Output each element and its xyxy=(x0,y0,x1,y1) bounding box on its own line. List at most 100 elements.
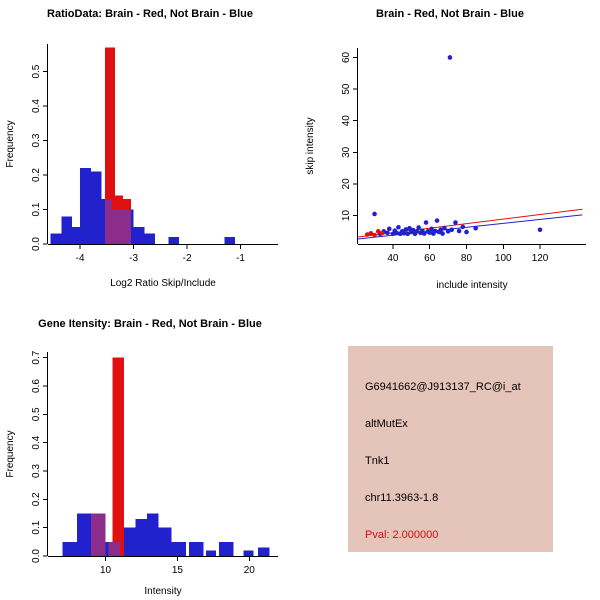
scatter-point xyxy=(456,228,462,234)
y-tick-label: 50 xyxy=(341,83,352,95)
y-tick-label: 0.0 xyxy=(31,237,42,251)
y-axis-label: Frequency xyxy=(5,430,16,477)
scatter-point xyxy=(440,231,445,236)
x-axis-label: include intensity xyxy=(436,280,507,291)
scatter-point xyxy=(537,227,543,233)
hist-bar-blue xyxy=(171,541,186,556)
hist-bar-red xyxy=(112,357,125,556)
y-tick-label: 0.3 xyxy=(31,133,42,147)
regression-line xyxy=(357,214,583,240)
scatter-point xyxy=(405,231,410,237)
scatter-point xyxy=(385,230,390,236)
gene-name-text: Tnk1 xyxy=(365,455,390,467)
panel-gene-info: G6941662@J913137_RC@i_at altMutEx Tnk1 c… xyxy=(300,312,600,600)
scatter-point xyxy=(375,229,381,234)
ratio-histogram-chart: -4 -3 -2 -1 0.0 0.1 0.2 0.3 0.4 0.5 Log2 Ratio Ski… xyxy=(5,44,278,289)
scatter-point xyxy=(372,232,377,238)
hist-bar-blue xyxy=(50,233,62,244)
hist-bar-overlap xyxy=(112,209,115,244)
hist-bar-red xyxy=(105,47,115,245)
y-tick-label: 30 xyxy=(341,146,352,158)
gene-intensity-histogram-chart: 10 15 20 0.0 0.1 0.2 0.3 0.4 0.5 0.6 0.7 Intensity F… xyxy=(5,350,278,597)
scatter-point xyxy=(429,226,434,232)
scatter-point xyxy=(396,224,401,230)
y-tick-label: 40 xyxy=(341,115,352,127)
y-tick-label: 0.0 xyxy=(31,549,42,563)
hist-bar-blue xyxy=(188,541,204,556)
panel-gene-intensity-histogram: Gene Itensity: Brain - Red, Not Brain - … xyxy=(0,312,300,600)
scatter-point xyxy=(453,220,458,225)
y-axis-label: Frequency xyxy=(5,120,16,167)
hist-bar-blue xyxy=(135,519,148,556)
hist-bar-overlap xyxy=(122,209,131,244)
scatter-point xyxy=(410,227,416,233)
x-tick-label: -3 xyxy=(129,253,138,264)
hist-bar-blue xyxy=(144,233,155,244)
x-axis-label: Log2 Ratio Skip/Include xyxy=(110,278,216,289)
hist-bar-overlap xyxy=(91,513,106,556)
hist-bar-blue xyxy=(219,541,234,556)
y-tick-label: 0.6 xyxy=(31,379,42,393)
x-axis-label: Intensity xyxy=(144,586,181,597)
hist-bar-blue xyxy=(76,513,92,556)
scatter-point xyxy=(416,225,421,230)
scatter-point xyxy=(414,229,420,234)
hist-bar-blue xyxy=(62,541,77,556)
scatter-point xyxy=(438,227,444,233)
scatter-point xyxy=(368,230,374,236)
x-tick-label: 15 xyxy=(172,565,184,576)
y-tick-label: 0.1 xyxy=(31,202,42,216)
scatter-point xyxy=(432,228,438,234)
scatter-point xyxy=(434,218,440,223)
scatter-point xyxy=(421,231,427,236)
x-tick-label: 10 xyxy=(100,565,112,576)
hist-bar-blue xyxy=(224,237,236,244)
x-tick-label: -4 xyxy=(76,253,85,264)
hist-bar-blue xyxy=(61,216,73,244)
scatter-point xyxy=(473,225,478,231)
pval-text: Pval: 2.000000 xyxy=(365,529,439,541)
y-tick-label: 0.1 xyxy=(31,520,42,534)
scatter-point xyxy=(427,230,433,235)
scatter-point xyxy=(394,230,399,236)
y-tick-label: 10 xyxy=(341,210,352,222)
scatter-point xyxy=(403,227,409,232)
x-tick-label: 20 xyxy=(244,565,256,576)
x-tick-label: 100 xyxy=(495,253,512,264)
intensity-scatter-chart: 40 60 80 100 120 10 20 30 40 50 60 include intensit… xyxy=(305,48,586,291)
x-tick-label: 80 xyxy=(461,253,473,264)
scatter-point xyxy=(423,220,429,225)
hist-bar-blue xyxy=(243,550,254,556)
hist-bar-overlap xyxy=(105,199,113,244)
scatter-point xyxy=(442,225,447,231)
intensity-scatter-title: Brain - Red, Not Brain - Blue xyxy=(376,8,524,20)
hist-bar-blue xyxy=(90,171,102,244)
panel-intensity-scatter: Brain - Red, Not Brain - Blue 40 60 80 100 1… xyxy=(300,0,600,312)
scatter-point xyxy=(449,227,455,233)
y-tick-label: 0.5 xyxy=(31,407,42,421)
scatter-point xyxy=(364,232,370,237)
y-tick-label: 0.4 xyxy=(31,435,42,449)
ratio-histogram-title: RatioData: Brain - Red, Not Brain - Blue xyxy=(47,8,253,20)
x-tick-label: -1 xyxy=(236,253,245,264)
y-tick-label: 20 xyxy=(341,178,352,190)
hist-bar-blue xyxy=(80,168,91,244)
y-tick-label: 0.3 xyxy=(31,464,42,478)
hist-bar-blue xyxy=(133,226,145,244)
probe-id-text: G6941662@J913137_RC@i_at xyxy=(365,381,521,393)
x-tick-label: 40 xyxy=(387,253,399,264)
scatter-point xyxy=(401,230,407,236)
gene-info-box: G6941662@J913137_RC@i_at altMutEx Tnk1 c… xyxy=(348,346,553,552)
hist-bar-blue xyxy=(147,513,159,556)
gene-intensity-histogram-title: Gene Itensity: Brain - Red, Not Brain - … xyxy=(38,318,262,330)
y-tick-label: 0.2 xyxy=(31,168,42,182)
hist-bar-blue xyxy=(158,527,172,556)
hist-bar-overlap xyxy=(114,209,123,244)
y-tick-label: 0.5 xyxy=(31,64,42,78)
scatter-point xyxy=(407,225,412,231)
x-tick-label: 120 xyxy=(532,253,549,264)
x-tick-label: -2 xyxy=(183,253,192,264)
y-tick-label: 0.2 xyxy=(31,492,42,506)
x-tick-label: 60 xyxy=(424,253,436,264)
